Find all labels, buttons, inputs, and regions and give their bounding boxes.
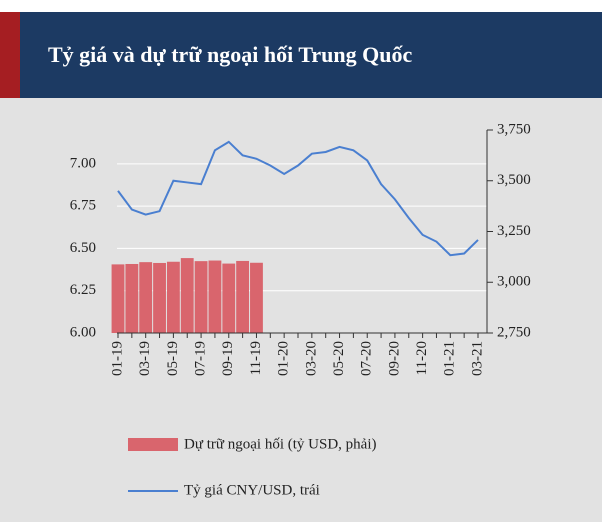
x-tick-label: 11-20 xyxy=(414,341,430,375)
y2-tick-label: 3,500 xyxy=(497,172,531,188)
bar xyxy=(166,261,180,333)
x-tick-label: 09-19 xyxy=(220,341,236,376)
y-tick-label: 6.75 xyxy=(70,198,96,214)
x-tick-label: 07-19 xyxy=(193,341,209,376)
x-tick-label: 05-19 xyxy=(165,341,181,376)
legend-label: Dự trữ ngoại hối (tỷ USD, phải) xyxy=(184,436,377,452)
bar xyxy=(236,260,250,333)
x-tick-label: 07-20 xyxy=(359,341,375,376)
y2-tick-label: 3,750 xyxy=(497,121,531,137)
header xyxy=(0,12,602,98)
bar xyxy=(208,260,222,333)
y-tick-label: 7.00 xyxy=(70,155,96,171)
bar xyxy=(125,263,139,333)
bar xyxy=(180,258,194,333)
bar xyxy=(153,262,166,333)
bar xyxy=(194,261,208,333)
legend-label: Tỷ giá CNY/USD, trái xyxy=(184,482,320,498)
panel xyxy=(0,98,602,522)
line xyxy=(117,140,479,257)
y2-tick-label: 3,000 xyxy=(497,274,531,290)
x-tick-label: 01-20 xyxy=(276,341,292,376)
x-tick-label: 09-20 xyxy=(386,341,402,376)
x-tick-label: 03-19 xyxy=(137,341,153,376)
x-tick-label: 05-20 xyxy=(331,341,347,376)
bar xyxy=(139,262,153,333)
bar xyxy=(222,263,236,333)
x-tick-label: 03-21 xyxy=(469,341,485,376)
x-tick-label: 11-19 xyxy=(248,341,264,375)
y-tick-label: 6.25 xyxy=(70,282,96,298)
bar xyxy=(250,262,263,333)
y2-tick-label: 3,250 xyxy=(497,223,531,239)
x-tick-label: 03-20 xyxy=(303,341,319,376)
x-tick-label: 01-21 xyxy=(442,341,458,376)
y2-tick-label: 2,750 xyxy=(497,324,531,340)
header-accent xyxy=(0,12,20,98)
y-tick-label: 6.00 xyxy=(70,324,96,340)
x-tick-label: 01-19 xyxy=(109,341,125,376)
y-tick-label: 6.50 xyxy=(70,240,96,256)
chart-title: Tỷ giá và dự trữ ngoại hối Trung Quốc xyxy=(48,42,412,67)
legend-swatch xyxy=(128,438,178,451)
bar xyxy=(111,264,125,333)
